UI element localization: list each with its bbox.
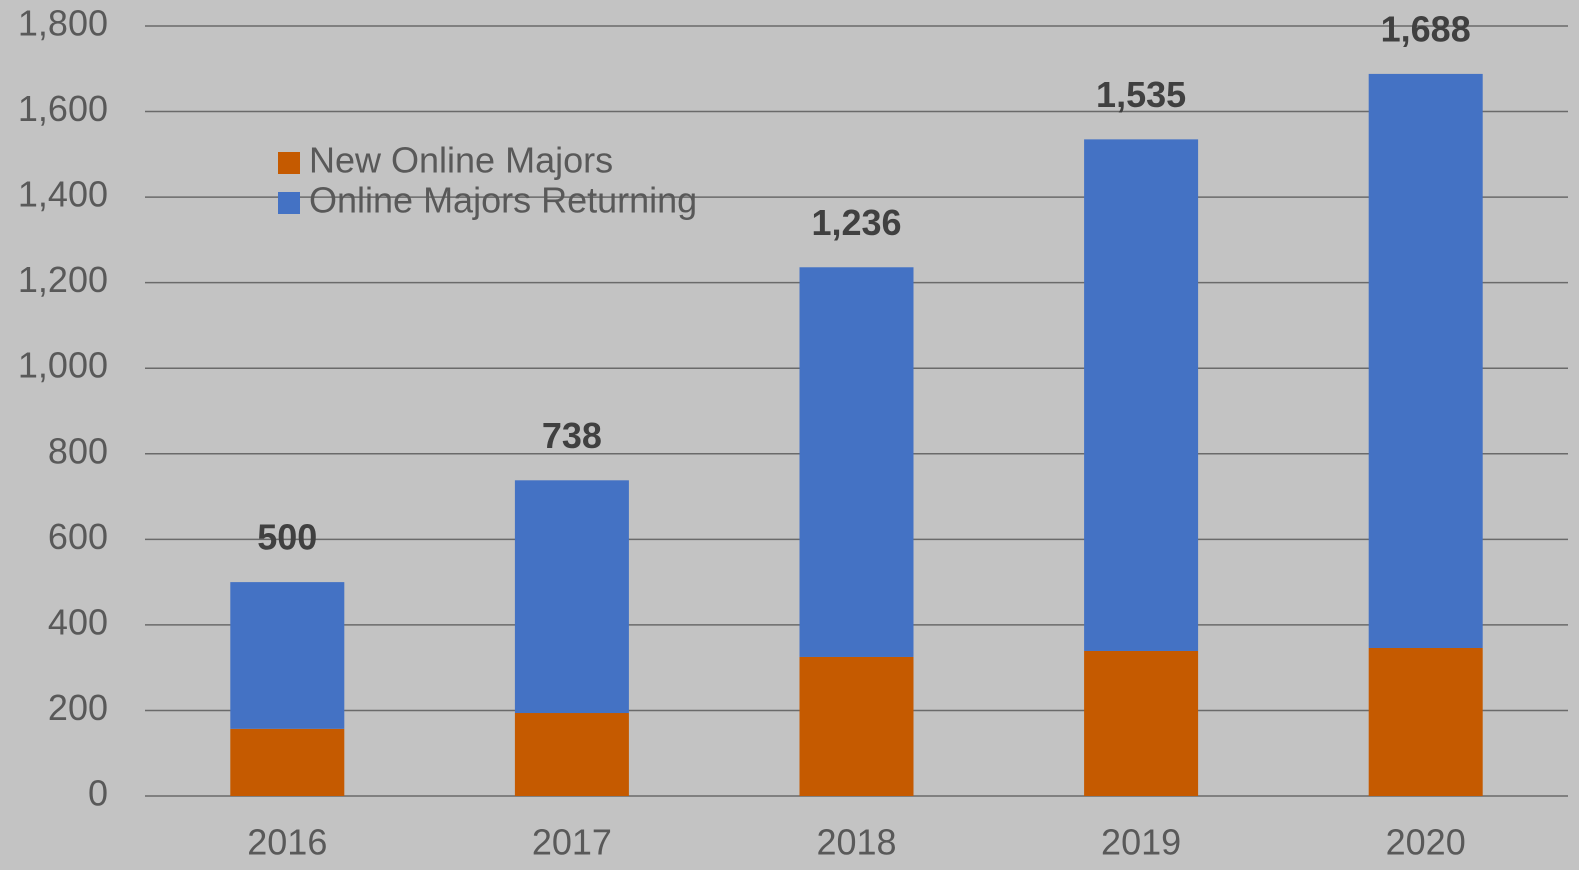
legend-swatch bbox=[278, 152, 300, 174]
total-label: 738 bbox=[542, 415, 602, 456]
y-tick-label: 1,600 bbox=[18, 88, 108, 129]
bar-segment bbox=[1084, 139, 1199, 651]
legend-label: Online Majors Returning bbox=[309, 180, 697, 221]
x-tick-label: 2018 bbox=[816, 822, 896, 863]
total-label: 1,236 bbox=[811, 202, 901, 243]
y-tick-label: 400 bbox=[48, 601, 108, 642]
total-label: 500 bbox=[257, 517, 317, 558]
legend-label: New Online Majors bbox=[309, 140, 613, 181]
bar-segment bbox=[1368, 647, 1483, 796]
x-tick-label: 2016 bbox=[247, 822, 327, 863]
y-tick-label: 1,000 bbox=[18, 345, 108, 386]
y-tick-label: 0 bbox=[88, 773, 108, 814]
bar-segment bbox=[1084, 650, 1199, 796]
x-tick-label: 2020 bbox=[1386, 822, 1466, 863]
y-tick-label: 200 bbox=[48, 687, 108, 728]
y-tick-label: 800 bbox=[48, 430, 108, 471]
bar-segment bbox=[799, 267, 914, 657]
bar-segment bbox=[230, 728, 345, 796]
total-label: 1,535 bbox=[1096, 74, 1186, 115]
bar-segment bbox=[1368, 73, 1483, 648]
bar-segment bbox=[514, 713, 629, 796]
bar-segment bbox=[230, 582, 345, 729]
y-tick-label: 1,200 bbox=[18, 259, 108, 300]
y-tick-label: 1,400 bbox=[18, 174, 108, 215]
x-tick-label: 2019 bbox=[1101, 822, 1181, 863]
y-tick-label: 1,800 bbox=[18, 3, 108, 44]
bar-segment bbox=[799, 656, 914, 796]
total-label: 1,688 bbox=[1381, 8, 1471, 49]
bar-segment bbox=[514, 480, 629, 714]
y-tick-label: 600 bbox=[48, 516, 108, 557]
legend-swatch bbox=[278, 192, 300, 214]
x-tick-label: 2017 bbox=[532, 822, 612, 863]
